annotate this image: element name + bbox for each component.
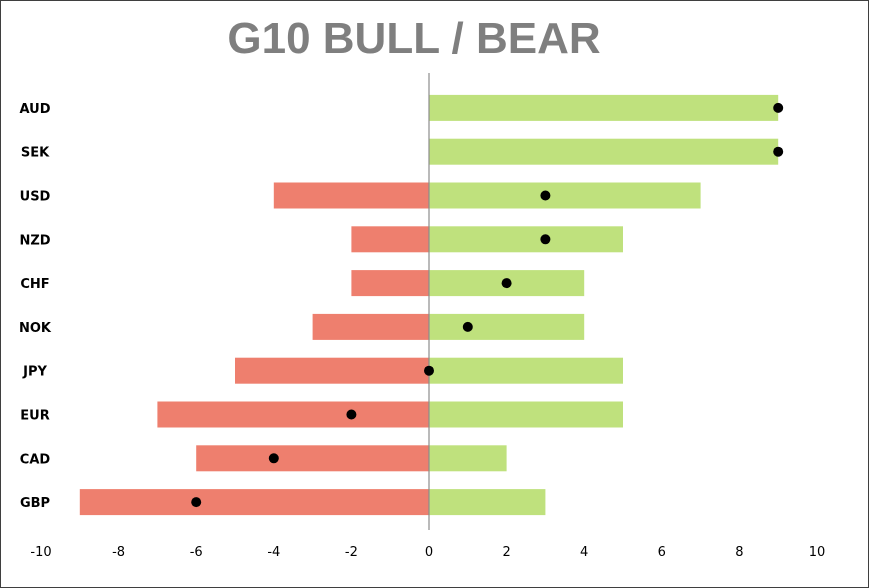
net-marker-jpy xyxy=(424,365,434,376)
net-marker-nzd xyxy=(540,234,551,245)
category-label-sek: SEK xyxy=(21,146,50,161)
x-tick-label: 6 xyxy=(658,545,666,560)
bull-bar-nok xyxy=(429,313,585,340)
net-marker-eur xyxy=(346,409,357,420)
x-tick-label: 4 xyxy=(580,545,588,560)
net-marker-usd xyxy=(540,190,551,201)
category-label-jpy: JPY xyxy=(22,365,47,380)
bear-bar-gbp xyxy=(79,489,430,516)
x-tick-label: 2 xyxy=(502,545,510,560)
net-marker-chf xyxy=(501,278,512,289)
bull-bar-jpy xyxy=(429,357,623,384)
bull-bar-gbp xyxy=(429,489,546,516)
bear-bar-nzd xyxy=(351,226,429,253)
x-tick-label: -8 xyxy=(112,545,125,560)
category-label-gbp: GBP xyxy=(20,496,50,511)
category-label-nzd: NZD xyxy=(19,233,50,248)
x-tick-label: -10 xyxy=(30,545,51,560)
x-tick-label: 8 xyxy=(735,545,743,560)
bull-bar-aud xyxy=(429,94,779,121)
bull-bar-eur xyxy=(429,401,623,428)
category-label-eur: EUR xyxy=(20,409,49,424)
category-label-cad: CAD xyxy=(20,452,51,467)
x-tick-label: -4 xyxy=(267,545,280,560)
bull-bar-nzd xyxy=(429,226,623,253)
bear-bar-eur xyxy=(157,401,429,428)
net-marker-sek xyxy=(773,146,784,157)
net-marker-aud xyxy=(773,102,784,113)
bear-bar-usd xyxy=(273,182,429,209)
x-tick-label: -6 xyxy=(190,545,203,560)
net-marker-gbp xyxy=(191,497,202,508)
x-tick-label: 0 xyxy=(425,545,433,560)
net-marker-nok xyxy=(462,321,473,332)
category-label-chf: CHF xyxy=(20,277,49,292)
category-label-aud: AUD xyxy=(19,102,50,117)
bear-bar-nok xyxy=(312,313,429,340)
x-tick-label: -2 xyxy=(345,545,358,560)
bear-bar-jpy xyxy=(235,357,429,384)
bear-bar-cad xyxy=(196,445,429,472)
chart-title: G10 BULL / BEAR xyxy=(227,14,601,63)
bear-bar-chf xyxy=(351,270,429,297)
bull-bar-sek xyxy=(429,138,779,165)
category-label-nok: NOK xyxy=(19,321,52,336)
x-tick-label: 10 xyxy=(809,545,826,560)
bull-bar-cad xyxy=(429,445,507,472)
bull-bar-usd xyxy=(429,182,701,209)
net-marker-cad xyxy=(268,453,279,464)
category-label-usd: USD xyxy=(20,190,51,205)
